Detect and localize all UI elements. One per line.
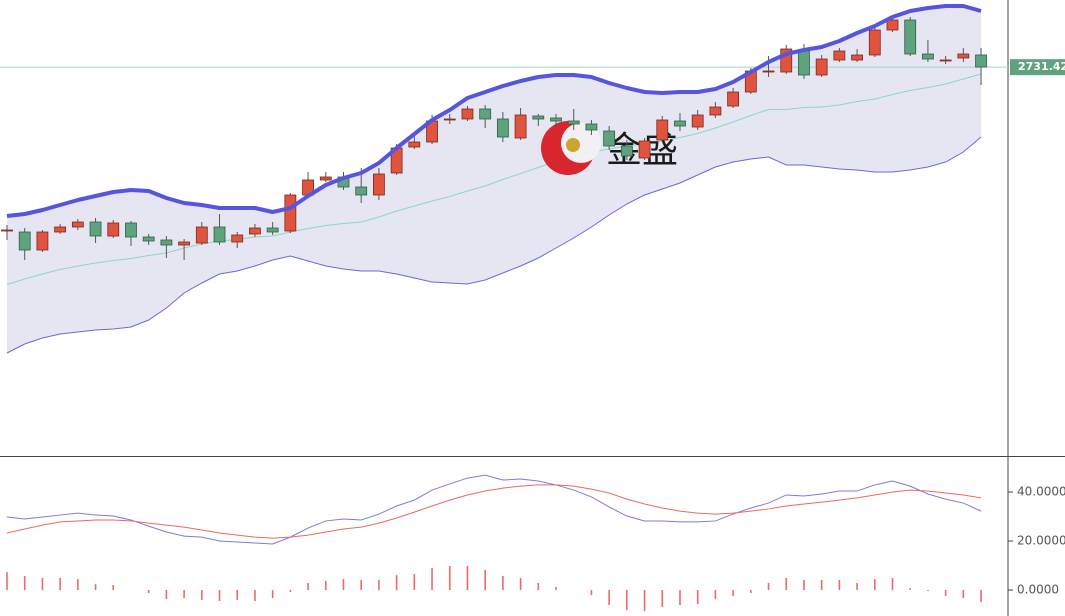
price-tag-label: 2731.42 <box>1018 60 1065 73</box>
y-tick-label: 20.0000 <box>1017 534 1065 548</box>
candle-body <box>868 29 881 56</box>
candle-body <box>550 117 562 122</box>
candle-body <box>762 70 775 73</box>
candle-body <box>71 221 84 228</box>
candle-body <box>957 53 970 59</box>
candle-body <box>443 118 456 121</box>
candle-body <box>266 227 279 233</box>
candle-body <box>922 53 934 60</box>
candle-body <box>408 141 421 148</box>
candle-body <box>107 222 120 237</box>
candle-body <box>833 50 846 61</box>
candle-body <box>975 54 987 68</box>
candle-body <box>36 231 49 251</box>
candle-body <box>479 108 492 120</box>
candle-body <box>603 130 616 147</box>
candle-body <box>727 91 740 107</box>
candle-body <box>461 108 474 120</box>
indicator-line <box>6 484 982 539</box>
candle-body <box>656 119 669 141</box>
candle-body <box>231 234 244 243</box>
candle-body <box>284 194 297 232</box>
candle-body <box>674 120 686 127</box>
candle-body <box>1 229 13 232</box>
logo-ball <box>566 138 580 152</box>
candle-body <box>249 227 261 235</box>
y-tick-label: 40.0000 <box>1017 485 1065 499</box>
candle-body <box>373 173 385 196</box>
candle-body <box>54 226 67 233</box>
candle-body <box>355 186 368 196</box>
candle-body <box>851 54 863 61</box>
candle-body <box>125 222 137 238</box>
candle-body <box>89 221 102 237</box>
candle-body <box>142 236 155 242</box>
middle-band <box>6 73 982 285</box>
candle-body <box>709 106 722 116</box>
candle-body <box>620 145 633 157</box>
candle-body <box>213 226 226 243</box>
lower-band <box>6 136 982 354</box>
candle-body <box>532 115 545 120</box>
candle-body <box>496 118 509 138</box>
candle-body <box>780 48 793 73</box>
candle-body <box>18 231 31 251</box>
candle-body <box>886 19 899 31</box>
candle-body <box>514 114 527 139</box>
candle-body <box>904 19 917 55</box>
candle-body <box>585 123 598 131</box>
candle-body <box>939 59 952 62</box>
candle-body <box>815 58 828 76</box>
upper-band <box>6 4 982 218</box>
candle-body <box>319 176 332 181</box>
candle-body <box>691 114 704 128</box>
candle-body <box>178 241 191 246</box>
price-tag <box>1010 59 1065 76</box>
candle-body <box>638 140 651 159</box>
indicator-line <box>6 474 982 545</box>
candle-body <box>195 226 208 244</box>
candle-body <box>160 239 173 246</box>
candle-body <box>567 120 580 125</box>
y-tick-label: 0.0000 <box>1017 583 1059 597</box>
candle-body <box>798 50 810 76</box>
